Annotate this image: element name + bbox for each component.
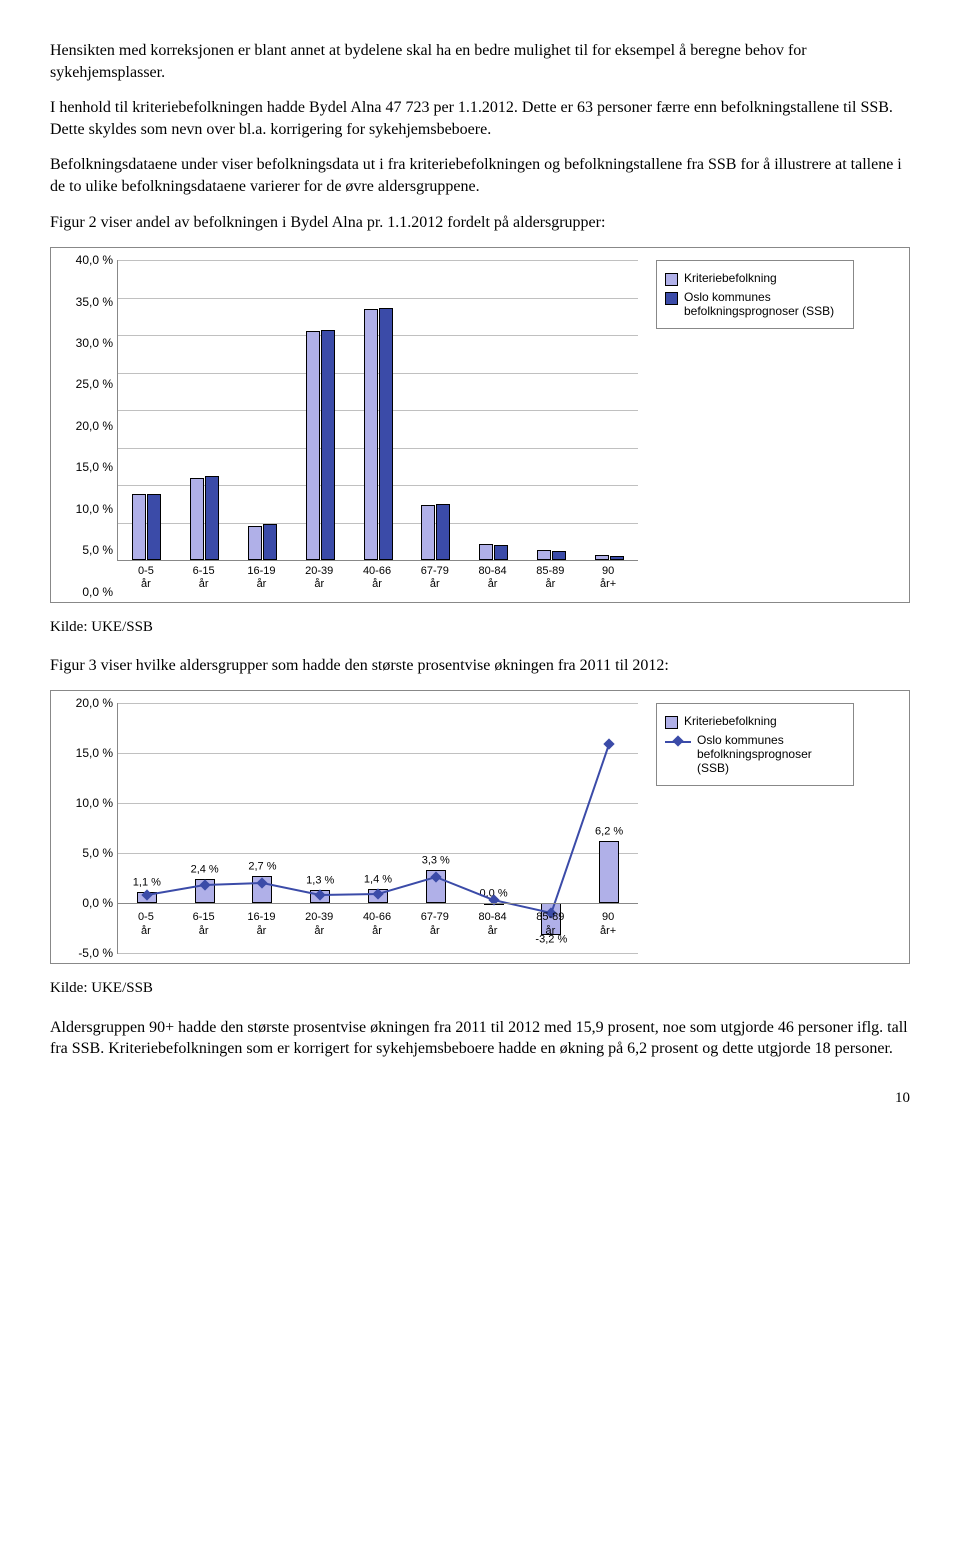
bar-kriteriebefolkning [479,544,493,561]
line-marker [603,739,614,750]
bar-kriteriebefolkning [595,555,609,560]
bar-kriteriebefolkning [421,505,435,560]
figure3-source: Kilde: UKE/SSB [50,978,910,998]
bar-value-label: 2,7 % [248,861,276,873]
figure2-source: Kilde: UKE/SSB [50,617,910,637]
x-axis-label: 20-39år [290,565,348,591]
bar-kriteriebefolkning [132,494,146,560]
legend-label-1: Kriteriebefolkning [684,714,777,728]
bar-value-label: 1,4 % [364,874,392,886]
paragraph-2: I henhold til kriteriebefolkningen hadde… [50,97,910,140]
x-axis-label: 16-19år [233,565,291,591]
x-axis-label: 16-19år [233,911,291,937]
x-axis-label: 67-79år [406,911,464,937]
legend-label-2: Oslo kommunes befolkningsprognoser (SSB) [684,290,845,318]
bar-kriteriebefolkning [306,331,320,560]
figure3-chart: -5,0 %0,0 %5,0 %10,0 %15,0 %20,0 % 1,1 %… [50,690,910,964]
bar-ssb [321,330,335,560]
legend-line-ssb [665,735,691,747]
legend-swatch-ssb [665,292,678,305]
bar-ssb [610,556,624,561]
x-axis-label: 6-15år [175,565,233,591]
bar-ssb [263,524,277,560]
x-axis-label: 40-66år [348,911,406,937]
bar-kriteriebefolkning [190,478,204,561]
figure2-chart: 0,0 %5,0 %10,0 %15,0 %20,0 %25,0 %30,0 %… [50,247,910,602]
bar-ssb [552,551,566,560]
x-axis-label: 85-89år [521,911,579,937]
x-axis-label: 80-84år [464,911,522,937]
bar-ssb [205,476,219,560]
x-axis-label: 80-84år [464,565,522,591]
x-axis-label: 90år+ [579,565,637,591]
paragraph-3: Befolkningsdataene under viser befolknin… [50,154,910,197]
bar-ssb [147,494,161,560]
x-axis-label: 0-5år [117,565,175,591]
figure2-legend: Kriteriebefolkning Oslo kommunes befolkn… [656,260,854,329]
x-axis-label: 90år+ [579,911,637,937]
bar-value-label: 1,3 % [306,875,334,887]
figure3-caption: Figur 3 viser hvilke aldersgrupper som h… [50,655,910,677]
page-number: 10 [50,1090,910,1107]
bar-ssb [436,504,450,560]
paragraph-4: Aldersgruppen 90+ hadde den største pros… [50,1017,910,1060]
bar-ssb [494,545,508,560]
bar-kriteriebefolkning [599,841,619,903]
bar-kriteriebefolkning [537,550,551,561]
bar-value-label: 1,1 % [133,877,161,889]
figure2-caption: Figur 2 viser andel av befolkningen i By… [50,212,910,234]
x-axis-label: 40-66år [348,565,406,591]
bar-kriteriebefolkning [248,526,262,561]
legend-label-2: Oslo kommunes befolkningsprognoser (SSB) [697,733,845,775]
bar-value-label: 6,2 % [595,826,623,838]
x-axis-label: 0-5år [117,911,175,937]
x-axis-label: 6-15år [175,911,233,937]
x-axis-label: 67-79år [406,565,464,591]
x-axis-label: 85-89år [521,565,579,591]
paragraph-1: Hensikten med korreksjonen er blant anne… [50,40,910,83]
bar-ssb [379,308,393,560]
legend-swatch-kriteriebefolkning [665,716,678,729]
bar-value-label: 2,4 % [191,864,219,876]
figure3-legend: Kriteriebefolkning Oslo kommunes befolkn… [656,703,854,786]
legend-swatch-kriteriebefolkning [665,273,678,286]
legend-label-1: Kriteriebefolkning [684,271,777,285]
bar-value-label: 3,3 % [422,855,450,867]
x-axis-label: 20-39år [290,911,348,937]
bar-kriteriebefolkning [364,309,378,560]
